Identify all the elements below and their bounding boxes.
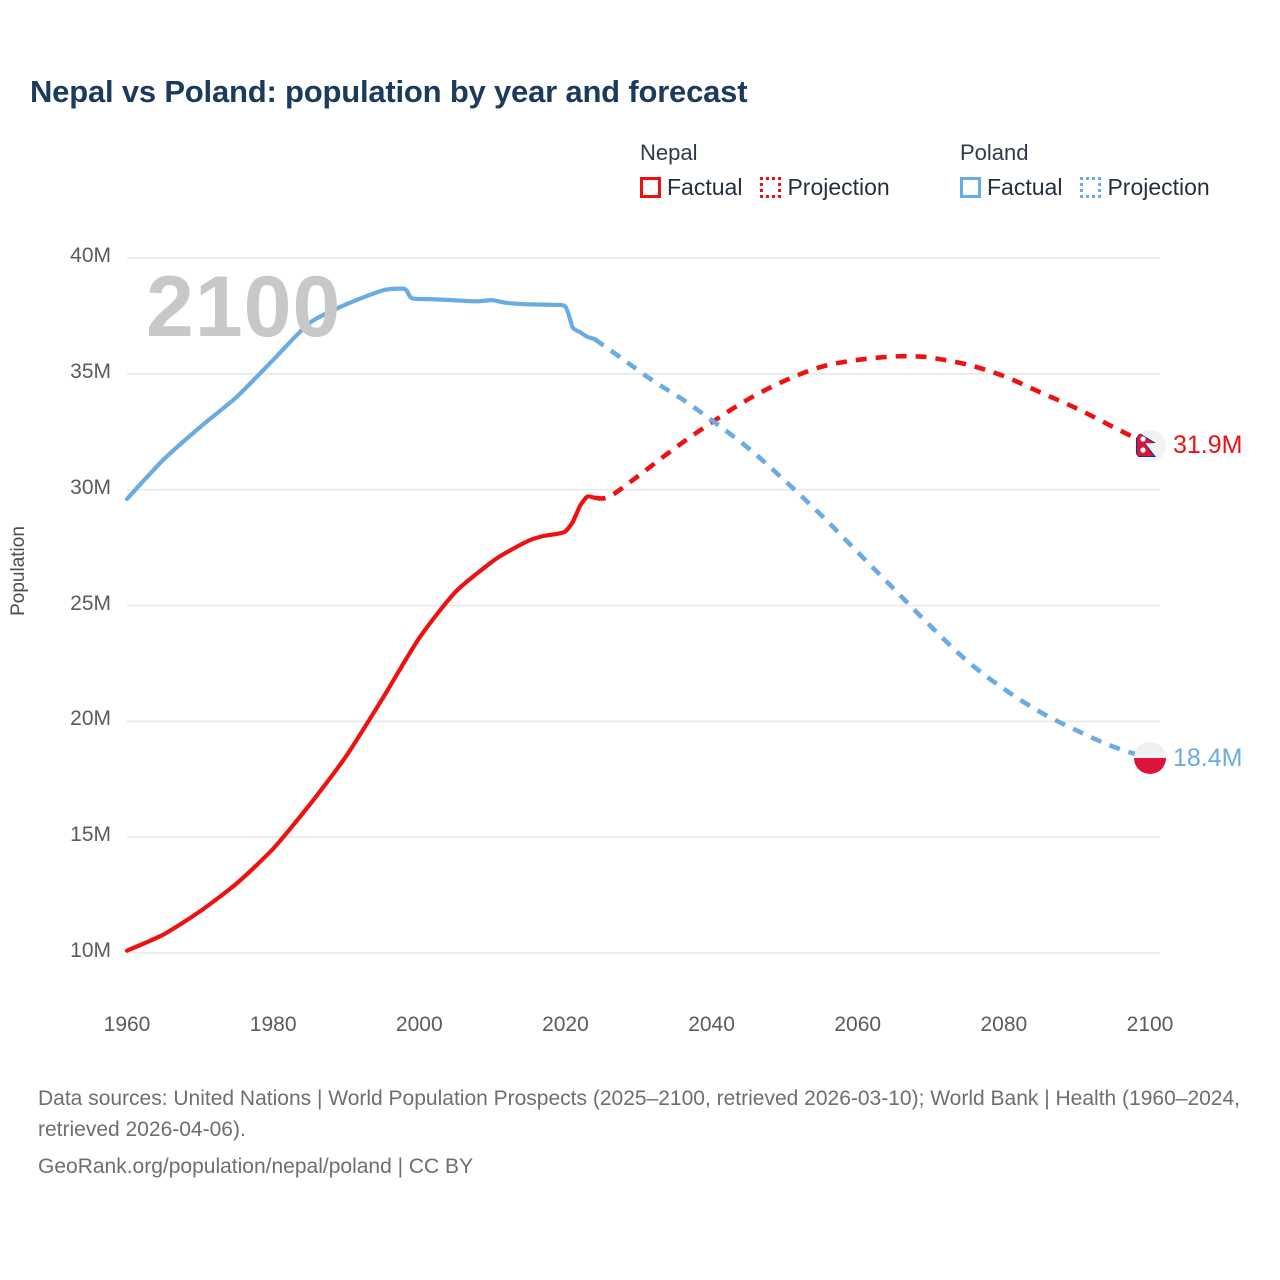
x-axis-tick: 1980 xyxy=(249,1013,297,1036)
plot-area xyxy=(124,257,1160,954)
legend-group-title-poland: Poland xyxy=(960,140,1029,165)
legend-swatch-dotted-icon xyxy=(1080,177,1102,198)
legend-item-poland-factual[interactable]: Factual xyxy=(960,174,1062,201)
legend-label-nepal-projection: Projection xyxy=(787,174,890,200)
legend-item-poland-projection[interactable]: Projection xyxy=(1080,174,1210,201)
x-axis-tick: 2000 xyxy=(395,1013,443,1036)
y-axis-tick: 10M xyxy=(70,939,111,962)
legend-swatch-solid-icon xyxy=(960,177,981,198)
year-watermark: 2100 xyxy=(146,259,342,355)
y-axis-tick: 35M xyxy=(70,359,111,383)
legend-label-nepal-factual: Factual xyxy=(667,174,743,200)
plot-svg xyxy=(124,257,1160,954)
footer-link[interactable]: GeoRank.org/population/nepal/poland | CC… xyxy=(38,1155,474,1179)
y-axis-tick: 20M xyxy=(70,707,111,731)
legend-item-nepal-projection[interactable]: Projection xyxy=(760,174,890,201)
legend-swatch-solid-icon xyxy=(640,177,661,198)
series-line-poland-factual xyxy=(124,286,597,502)
x-axis-tick: 2100 xyxy=(1126,1013,1174,1036)
y-axis-tick: 25M xyxy=(70,591,111,615)
x-axis-tick: 1960 xyxy=(103,1013,151,1036)
poland-flag-icon xyxy=(1134,742,1166,775)
nepal-flag-icon xyxy=(1134,429,1166,462)
y-axis-tick: 40M xyxy=(70,244,111,267)
x-axis-tick: 2080 xyxy=(980,1013,1028,1036)
endpoint-value-poland: 18.4M xyxy=(1173,743,1243,772)
legend-swatch-dotted-icon xyxy=(760,177,782,198)
endpoint-value-nepal: 31.9M xyxy=(1173,431,1243,460)
footer: Data sources: United Nations | World Pop… xyxy=(38,1083,1248,1182)
page-title: Nepal vs Poland: population by year and … xyxy=(30,74,748,109)
x-axis-tick: 2020 xyxy=(542,1013,589,1036)
y-axis-tick: 15M xyxy=(70,823,111,847)
series-line-poland-projection xyxy=(593,337,1151,761)
y-axis-label: Population xyxy=(7,526,29,616)
y-axis-tick: 30M xyxy=(70,475,111,499)
series-line-nepal-factual xyxy=(124,494,597,953)
legend-label-poland-factual: Factual xyxy=(987,174,1063,200)
data-sources-text: Data sources: United Nations | World Pop… xyxy=(38,1087,1240,1142)
endpoint-marker-poland: 18.4M xyxy=(1134,742,1243,775)
x-axis-tick: 2040 xyxy=(688,1013,735,1036)
legend-group-title-nepal: Nepal xyxy=(640,140,698,165)
legend-item-nepal-factual[interactable]: Factual xyxy=(640,174,742,201)
endpoint-marker-nepal: 31.9M xyxy=(1134,429,1243,462)
legend-label-poland-projection: Projection xyxy=(1107,174,1210,200)
series-line-nepal-projection xyxy=(594,353,1152,501)
legend-group-nepal: Nepal Factual Projection xyxy=(640,140,890,201)
x-axis-tick: 2060 xyxy=(834,1013,882,1036)
legend-group-poland: Poland Factual Projection xyxy=(960,140,1210,201)
chart-legend: Nepal Factual Projection Poland Factual xyxy=(640,140,1260,230)
